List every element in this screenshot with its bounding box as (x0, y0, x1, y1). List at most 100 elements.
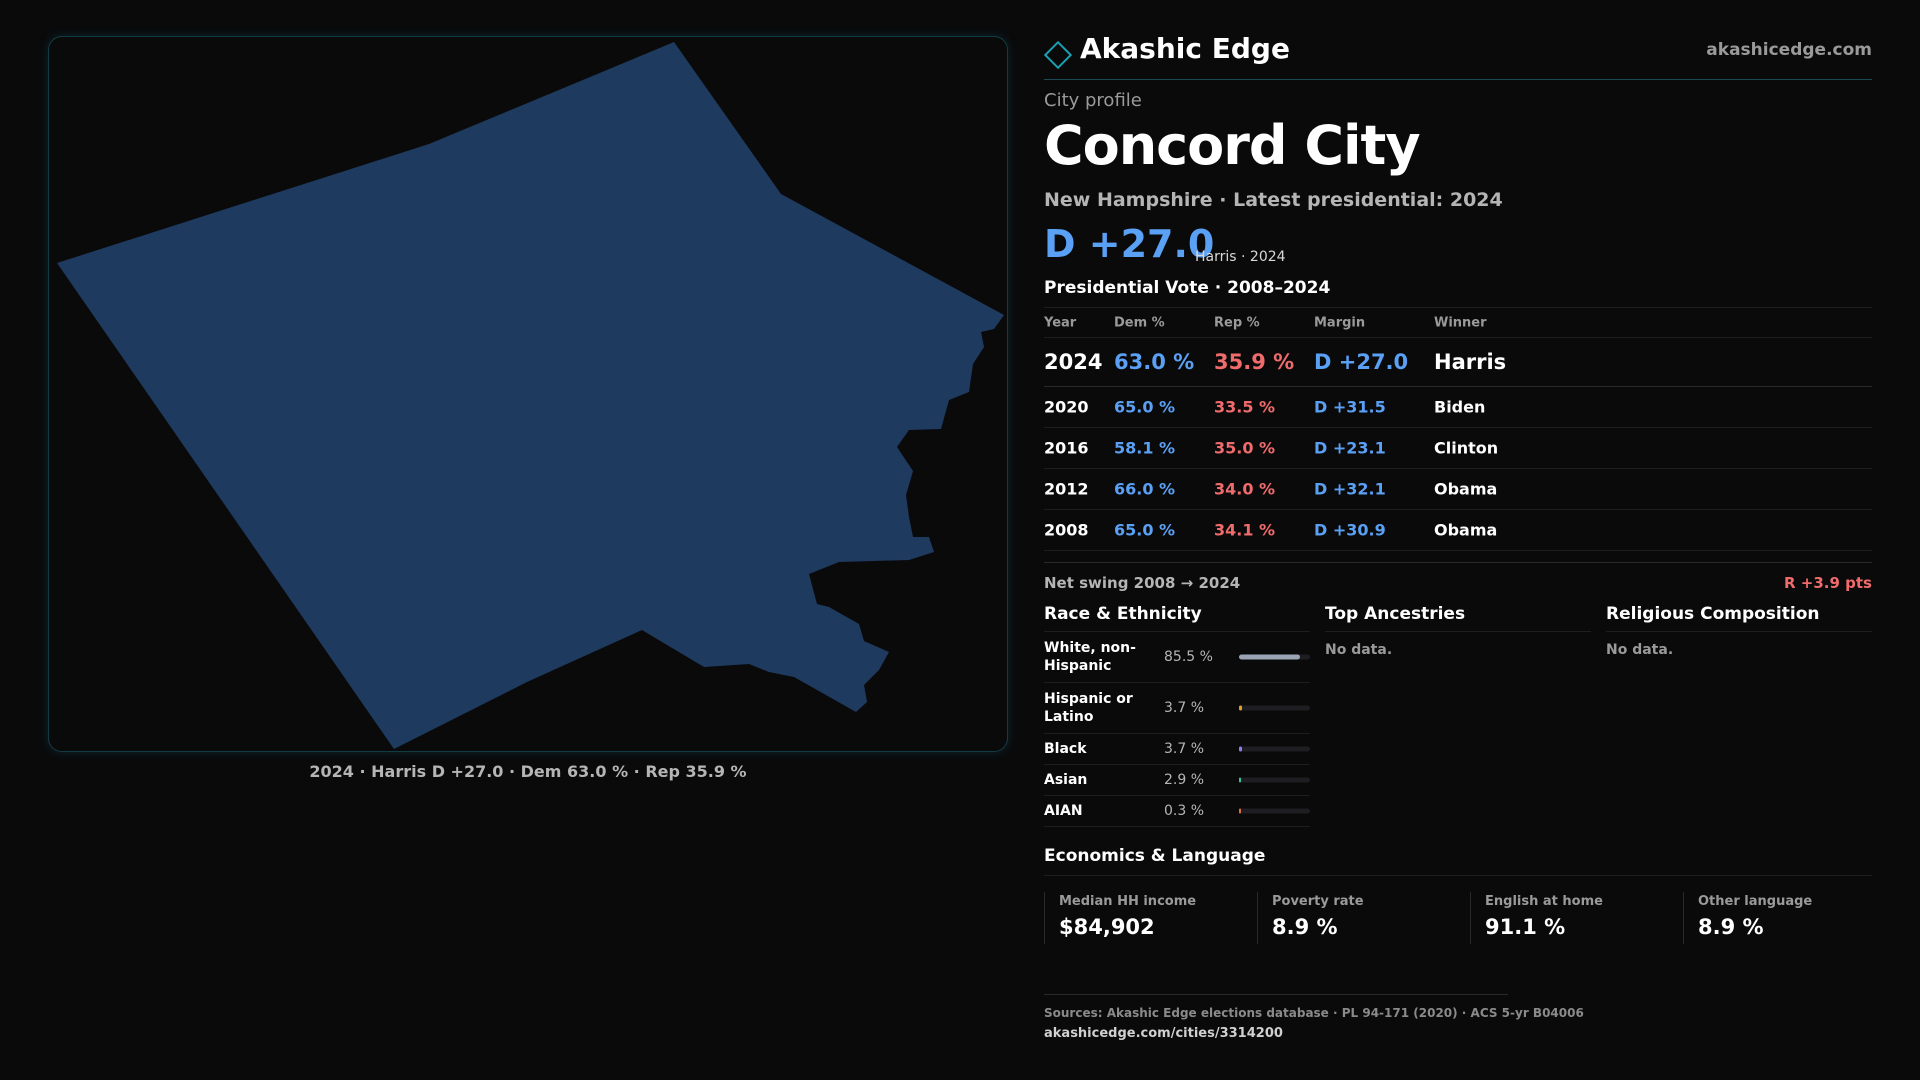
table-row: 2024 63.0 % 35.9 % D +27.0 Harris (1044, 338, 1872, 387)
col-header-dem: Dem % (1114, 315, 1165, 330)
table-row: 2016 58.1 % 35.0 % D +23.1 Clinton (1044, 428, 1872, 469)
row-winner: Obama (1434, 520, 1498, 540)
row-margin: D +27.0 (1314, 350, 1409, 374)
race-row: Black 3.7 % (1044, 734, 1310, 765)
vote-section-title: Presidential Vote · 2008–2024 (1044, 278, 1331, 298)
row-winner: Obama (1434, 479, 1498, 499)
econ-value: 8.9 % (1698, 915, 1764, 939)
race-bar-fill (1239, 777, 1242, 783)
race-bar-fill (1239, 808, 1241, 814)
econ-value: 8.9 % (1272, 915, 1338, 939)
row-winner: Biden (1434, 397, 1486, 417)
econ-card-poverty-rate: Poverty rate 8.9 % (1257, 892, 1469, 944)
headline-margin-detail: Harris · 2024 (1195, 249, 1286, 265)
econ-label: English at home (1485, 894, 1603, 909)
row-dem-pct: 66.0 % (1114, 479, 1176, 499)
page-title: Concord City (1044, 114, 1421, 177)
race-bar-track (1239, 808, 1310, 814)
race-bar-track (1239, 746, 1310, 752)
race-pct: 85.5 % (1164, 649, 1213, 665)
row-dem-pct: 58.1 % (1114, 438, 1176, 458)
race-pct: 3.7 % (1164, 741, 1205, 757)
table-row: 2020 65.0 % 33.5 % D +31.5 Biden (1044, 387, 1872, 428)
race-bar-track (1239, 777, 1310, 783)
row-winner: Clinton (1434, 438, 1499, 458)
race-bar-fill (1239, 705, 1242, 711)
row-rep-pct: 35.9 % (1214, 350, 1295, 374)
row-year: 2024 (1044, 350, 1103, 374)
race-label: Asian (1044, 772, 1088, 788)
econ-label: Median HH income (1059, 894, 1197, 909)
race-row: Asian 2.9 % (1044, 765, 1310, 796)
divider (1044, 875, 1872, 876)
race-pct: 3.7 % (1164, 700, 1205, 716)
brand-url-link[interactable]: akashicedge.com (1706, 40, 1872, 60)
diamond-logo-icon (1043, 40, 1073, 70)
profile-kicker: City profile (1044, 90, 1142, 111)
brand-header: Akashic Edge akashicedge.com (1043, 32, 1872, 80)
table-row: 2012 66.0 % 34.0 % D +32.1 Obama (1044, 469, 1872, 510)
row-year: 2020 (1044, 397, 1089, 417)
race-bar-track (1239, 654, 1310, 660)
row-margin: D +31.5 (1314, 397, 1386, 417)
row-rep-pct: 34.1 % (1214, 520, 1276, 540)
race-label: Black (1044, 741, 1087, 757)
vote-table: Year Dem % Rep % Margin Winner 2024 63.0… (1044, 307, 1872, 551)
row-winner: Harris (1434, 350, 1507, 374)
table-row: 2008 65.0 % 34.1 % D +30.9 Obama (1044, 510, 1872, 551)
race-row: White, non-Hispanic 85.5 % (1044, 632, 1310, 683)
col-header-margin: Margin (1314, 315, 1366, 330)
divider (1044, 994, 1508, 995)
city-boundary-map (57, 42, 1004, 749)
net-swing-value: R +3.9 pts (1784, 574, 1872, 592)
brand-name: Akashic Edge (1080, 32, 1290, 65)
race-section-title: Race & Ethnicity (1044, 600, 1310, 632)
race-bar-track (1239, 705, 1310, 711)
religion-section-title: Religious Composition (1606, 600, 1872, 632)
econ-value: $84,902 (1059, 915, 1155, 939)
ancestries-empty-text: No data. (1325, 642, 1393, 658)
econ-card-median-income: Median HH income $84,902 (1044, 892, 1256, 944)
row-rep-pct: 35.0 % (1214, 438, 1276, 458)
row-margin: D +23.1 (1314, 438, 1386, 458)
econ-value: 91.1 % (1485, 915, 1566, 939)
race-row: AIAN 0.3 % (1044, 796, 1310, 827)
net-swing-label: Net swing 2008 → 2024 (1044, 574, 1241, 592)
ancestries-section-title: Top Ancestries (1325, 600, 1591, 632)
profile-subtitle: New Hampshire · Latest presidential: 202… (1044, 189, 1503, 211)
row-margin: D +30.9 (1314, 520, 1386, 540)
city-permalink[interactable]: akashicedge.com/cities/3314200 (1044, 1026, 1283, 1041)
race-row: Hispanic or Latino 3.7 % (1044, 683, 1310, 734)
ancestries-section: Top Ancestries No data. (1325, 600, 1591, 658)
city-boundary-shape[interactable] (57, 42, 1004, 749)
row-dem-pct: 65.0 % (1114, 520, 1176, 540)
race-bar-fill (1239, 746, 1242, 752)
sources-note: Sources: Akashic Edge elections database… (1044, 1006, 1584, 1020)
religion-empty-text: No data. (1606, 642, 1674, 658)
econ-card-other-language: Other language 8.9 % (1683, 892, 1895, 944)
col-header-year: Year (1044, 315, 1077, 330)
race-pct: 0.3 % (1164, 803, 1205, 819)
econ-label: Other language (1698, 894, 1813, 909)
religion-section: Religious Composition No data. (1606, 600, 1872, 658)
vote-table-header: Year Dem % Rep % Margin Winner (1044, 307, 1872, 338)
race-label: Hispanic or Latino (1044, 691, 1133, 725)
race-label: AIAN (1044, 803, 1083, 819)
col-header-winner: Winner (1434, 315, 1487, 330)
row-dem-pct: 63.0 % (1114, 350, 1195, 374)
col-header-rep: Rep % (1214, 315, 1260, 330)
row-dem-pct: 65.0 % (1114, 397, 1176, 417)
row-year: 2012 (1044, 479, 1089, 499)
race-ethnicity-section: Race & Ethnicity White, non-Hispanic 85.… (1044, 600, 1310, 827)
headline-margin: D +27.0 (1044, 222, 1215, 266)
row-margin: D +32.1 (1314, 479, 1386, 499)
row-year: 2008 (1044, 520, 1089, 540)
race-pct: 2.9 % (1164, 772, 1205, 788)
city-map[interactable] (48, 36, 1008, 752)
economics-section-title: Economics & Language (1044, 846, 1266, 866)
econ-label: Poverty rate (1272, 894, 1364, 909)
race-bar-fill (1239, 654, 1300, 660)
race-label: White, non-Hispanic (1044, 640, 1136, 674)
row-year: 2016 (1044, 438, 1089, 458)
net-swing-row: Net swing 2008 → 2024 R +3.9 pts (1044, 562, 1872, 600)
